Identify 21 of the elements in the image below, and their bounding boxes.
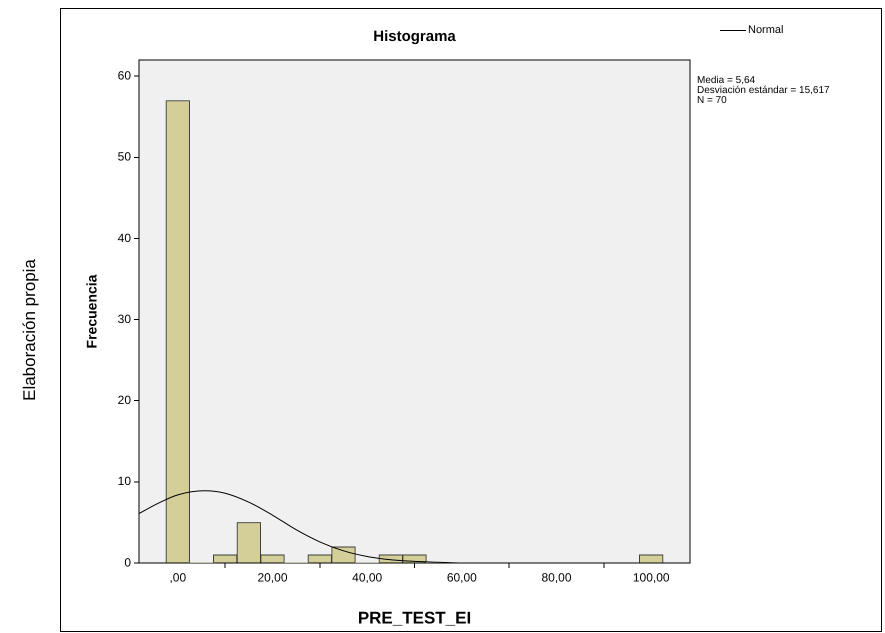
y-axis-title: Frecuencia <box>83 274 100 348</box>
y-tick-label: 30 <box>118 312 132 326</box>
y-tick-label: 50 <box>118 150 132 164</box>
x-tick-label: 100,00 <box>632 570 670 585</box>
y-tick-label: 10 <box>118 474 132 488</box>
text: Media = 5,64 <box>697 75 756 86</box>
legend-label: Normal <box>748 24 784 36</box>
x-tick-label: 60,00 <box>446 570 478 585</box>
x-tick-label: 80,00 <box>541 570 572 585</box>
y-tick-label: 0 <box>124 555 132 570</box>
x-tick-label: 20,00 <box>257 570 288 585</box>
y-tick-label: 60 <box>118 68 132 83</box>
x-axis-title: PRE_TEST_EI <box>358 608 472 628</box>
chart-title: Histograma <box>372 28 457 45</box>
text: Desviación estándar = 15,617 <box>697 85 830 96</box>
text: Elaboración propia <box>20 259 40 401</box>
x-tick-label: 40,00 <box>352 570 383 585</box>
y-tick-label: 20 <box>118 393 132 408</box>
text: N = 70 <box>697 95 728 106</box>
y-tick-label: 40 <box>118 230 132 245</box>
x-tick-label: ,00 <box>169 570 186 585</box>
